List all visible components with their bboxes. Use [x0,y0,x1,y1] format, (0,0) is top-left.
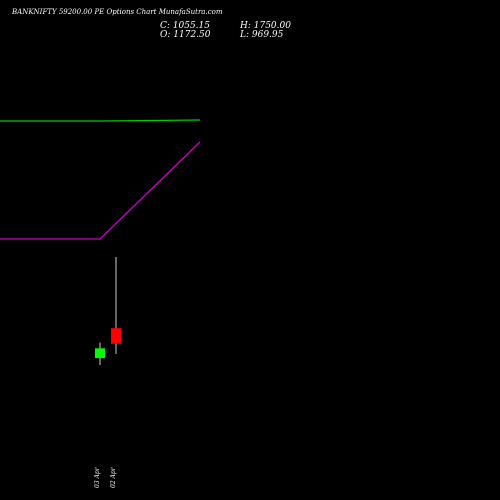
x-tick-label-0: 03 Apr [94,466,101,488]
series-line-0 [0,119,201,122]
x-tick-label-1: 02 Apr [110,466,117,488]
candle-body-0 [95,348,105,359]
chart-title: BANKNIFTY 59200.00 PE Options Chart Muna… [12,8,223,16]
open-value: O: 1172.50 [160,30,211,40]
close-value: C: 1055.15 [160,21,210,31]
candle-body-1 [111,328,121,344]
series-line-1 [0,141,201,240]
low-value: L: 969.95 [240,30,284,40]
high-value: H: 1750.00 [240,21,291,31]
